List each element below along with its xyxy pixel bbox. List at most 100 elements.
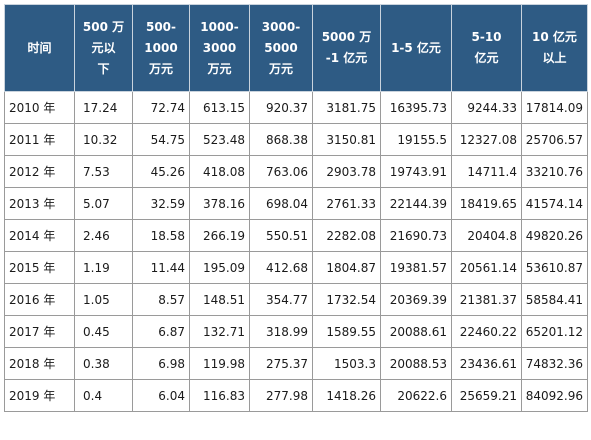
value-cell: 9244.33 (451, 91, 522, 124)
value-cell: 0.38 (74, 347, 133, 380)
value-cell: 0.45 (74, 315, 133, 348)
value-cell: 5.07 (74, 187, 133, 220)
data-table-container: 时间 500 万 元以 下 500- 1000 万元 1000- 3000 万元… (4, 4, 588, 412)
value-cell: 17814.09 (521, 91, 588, 124)
value-cell: 20088.61 (380, 315, 452, 348)
value-cell: 1732.54 (312, 283, 381, 316)
value-cell: 16395.73 (380, 91, 452, 124)
year-cell: 2016 年 (4, 283, 75, 316)
value-cell: 53610.87 (521, 251, 588, 284)
value-cell: 119.98 (189, 347, 250, 380)
value-cell: 2.46 (74, 219, 133, 252)
table-row: 2011 年 10.32 54.75 523.48 868.38 3150.81 19155… (4, 123, 588, 156)
value-cell: 132.71 (189, 315, 250, 348)
value-cell: 8.57 (132, 283, 190, 316)
header-row: 时间 500 万 元以 下 500- 1000 万元 1000- 3000 万元… (4, 4, 588, 92)
value-cell: 920.37 (249, 91, 313, 124)
value-cell: 23436.61 (451, 347, 522, 380)
value-cell: 25706.57 (521, 123, 588, 156)
value-cell: 266.19 (189, 219, 250, 252)
table-row: 2014 年 2.46 18.58 266.19 550.51 2282.08 21690.… (4, 219, 588, 252)
year-cell: 2013 年 (4, 187, 75, 220)
value-cell: 6.04 (132, 379, 190, 412)
value-cell: 3150.81 (312, 123, 381, 156)
value-cell: 550.51 (249, 219, 313, 252)
value-cell: 412.68 (249, 251, 313, 284)
value-cell: 0.4 (74, 379, 133, 412)
header-10m-30m: 1000- 3000 万元 (189, 4, 250, 92)
value-cell: 275.37 (249, 347, 313, 380)
header-30m-50m: 3000- 5000 万元 (249, 4, 313, 92)
value-cell: 2282.08 (312, 219, 381, 252)
header-500m-1b: 5-10 亿元 (451, 4, 522, 92)
value-cell: 21381.37 (451, 283, 522, 316)
value-cell: 318.99 (249, 315, 313, 348)
table-header: 时间 500 万 元以 下 500- 1000 万元 1000- 3000 万元… (4, 4, 588, 92)
value-cell: 33210.76 (521, 155, 588, 188)
value-cell: 20622.6 (380, 379, 452, 412)
value-cell: 1503.3 (312, 347, 381, 380)
header-time: 时间 (4, 4, 75, 92)
value-cell: 74832.36 (521, 347, 588, 380)
value-cell: 418.08 (189, 155, 250, 188)
value-cell: 1589.55 (312, 315, 381, 348)
value-cell: 14711.4 (451, 155, 522, 188)
table-row: 2010 年 17.24 72.74 613.15 920.37 3181.75 16395… (4, 91, 588, 124)
value-cell: 277.98 (249, 379, 313, 412)
value-cell: 20404.8 (451, 219, 522, 252)
value-cell: 10.32 (74, 123, 133, 156)
year-cell: 2012 年 (4, 155, 75, 188)
value-cell: 763.06 (249, 155, 313, 188)
year-cell: 2015 年 (4, 251, 75, 284)
value-cell: 72.74 (132, 91, 190, 124)
table-row: 2013 年 5.07 32.59 378.16 698.04 2761.33 22144.… (4, 187, 588, 220)
value-cell: 20369.39 (380, 283, 452, 316)
table-row: 2018 年 0.38 6.98 119.98 275.37 1503.3 20088.53… (4, 347, 588, 380)
value-cell: 613.15 (189, 91, 250, 124)
table-row: 2017 年 0.45 6.87 132.71 318.99 1589.55 20088.6… (4, 315, 588, 348)
value-cell: 19155.5 (380, 123, 452, 156)
value-cell: 45.26 (132, 155, 190, 188)
table-row: 2015 年 1.19 11.44 195.09 412.68 1804.87 19381.… (4, 251, 588, 284)
value-cell: 195.09 (189, 251, 250, 284)
year-cell: 2014 年 (4, 219, 75, 252)
value-cell: 12327.08 (451, 123, 522, 156)
value-cell: 1.05 (74, 283, 133, 316)
value-cell: 2761.33 (312, 187, 381, 220)
value-cell: 54.75 (132, 123, 190, 156)
value-cell: 1418.26 (312, 379, 381, 412)
value-cell: 21690.73 (380, 219, 452, 252)
year-cell: 2011 年 (4, 123, 75, 156)
value-cell: 2903.78 (312, 155, 381, 188)
table-row: 2012 年 7.53 45.26 418.08 763.06 2903.78 19743.… (4, 155, 588, 188)
value-cell: 49820.26 (521, 219, 588, 252)
value-cell: 6.98 (132, 347, 190, 380)
value-cell: 1804.87 (312, 251, 381, 284)
table-body: 2010 年 17.24 72.74 613.15 920.37 3181.75 16395… (4, 91, 588, 412)
header-under-5m: 500 万 元以 下 (74, 4, 133, 92)
value-cell: 523.48 (189, 123, 250, 156)
value-cell: 378.16 (189, 187, 250, 220)
value-cell: 22460.22 (451, 315, 522, 348)
year-cell: 2019 年 (4, 379, 75, 412)
value-cell: 19743.91 (380, 155, 452, 188)
value-cell: 17.24 (74, 91, 133, 124)
value-cell: 20088.53 (380, 347, 452, 380)
year-cell: 2010 年 (4, 91, 75, 124)
value-cell: 20561.14 (451, 251, 522, 284)
header-100m-500m: 1-5 亿元 (380, 4, 452, 92)
value-cell: 18419.65 (451, 187, 522, 220)
header-50m-100m: 5000 万 -1 亿元 (312, 4, 381, 92)
table-row: 2016 年 1.05 8.57 148.51 354.77 1732.54 20369.3… (4, 283, 588, 316)
year-cell: 2018 年 (4, 347, 75, 380)
value-cell: 84092.96 (521, 379, 588, 412)
value-cell: 116.83 (189, 379, 250, 412)
value-cell: 22144.39 (380, 187, 452, 220)
value-cell: 32.59 (132, 187, 190, 220)
header-5m-10m: 500- 1000 万元 (132, 4, 190, 92)
value-cell: 868.38 (249, 123, 313, 156)
value-cell: 58584.41 (521, 283, 588, 316)
value-cell: 148.51 (189, 283, 250, 316)
value-cell: 25659.21 (451, 379, 522, 412)
value-cell: 65201.12 (521, 315, 588, 348)
